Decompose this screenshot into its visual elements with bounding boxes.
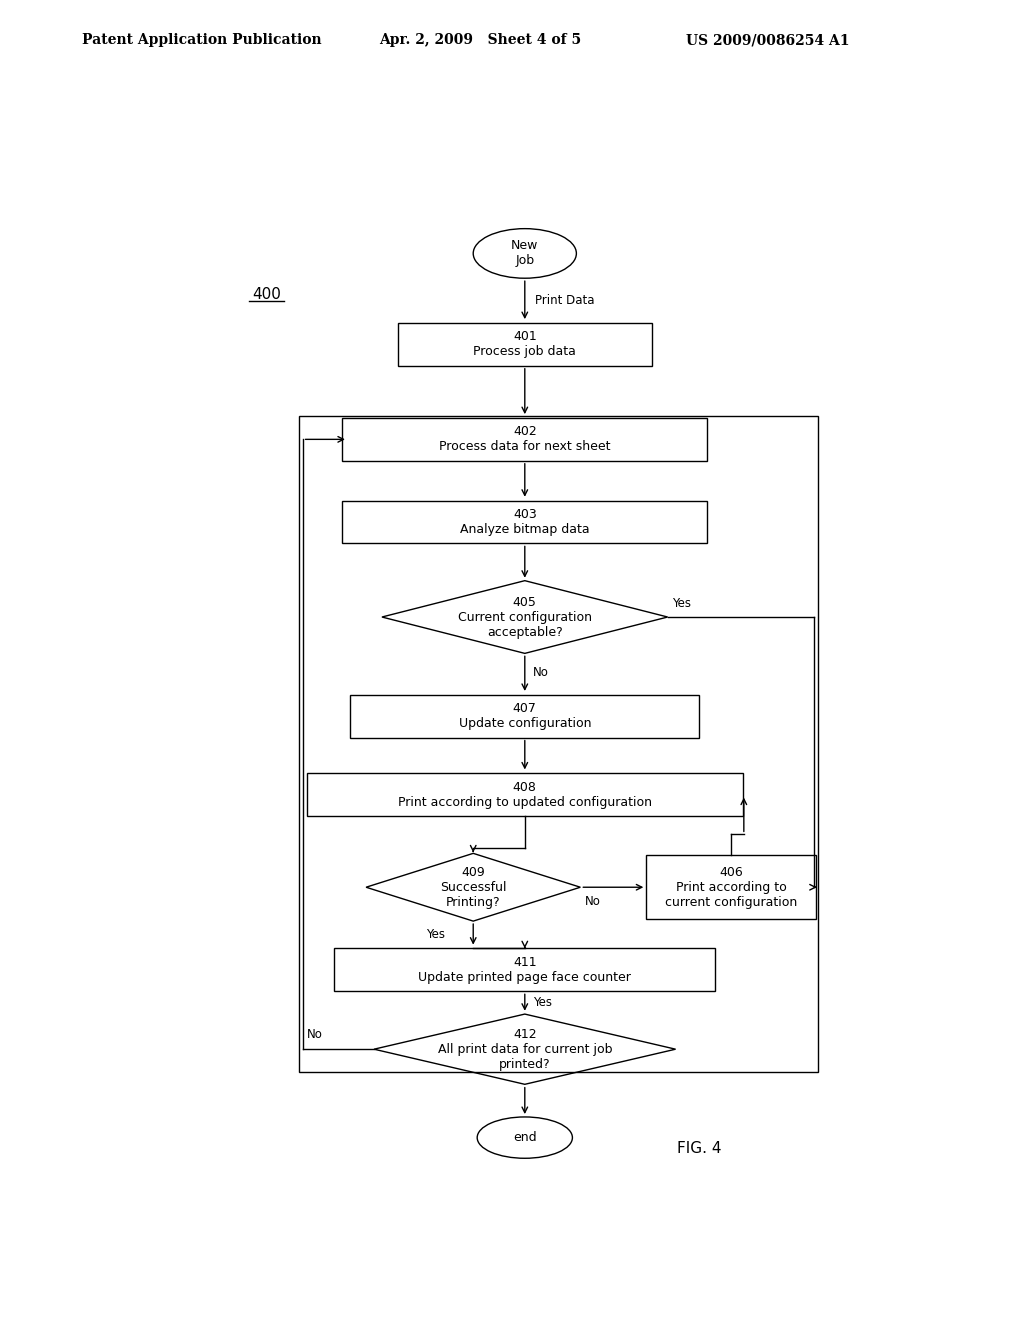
Text: 407
Update configuration: 407 Update configuration: [459, 702, 591, 730]
Text: Yes: Yes: [532, 997, 552, 1010]
Text: US 2009/0086254 A1: US 2009/0086254 A1: [686, 33, 850, 48]
Text: No: No: [306, 1028, 323, 1041]
Text: 412
All print data for current job
printed?: 412 All print data for current job print…: [437, 1028, 612, 1071]
Text: FIG. 4: FIG. 4: [677, 1140, 722, 1156]
Text: No: No: [585, 895, 601, 908]
FancyBboxPatch shape: [342, 500, 708, 544]
FancyBboxPatch shape: [334, 948, 715, 991]
FancyBboxPatch shape: [306, 774, 743, 816]
Polygon shape: [382, 581, 668, 653]
Text: 408
Print according to updated configuration: 408 Print according to updated configura…: [397, 780, 652, 809]
Text: 405
Current configuration
acceptable?: 405 Current configuration acceptable?: [458, 595, 592, 639]
Text: 403
Analyze bitmap data: 403 Analyze bitmap data: [460, 508, 590, 536]
Ellipse shape: [473, 228, 577, 279]
Text: Apr. 2, 2009   Sheet 4 of 5: Apr. 2, 2009 Sheet 4 of 5: [379, 33, 581, 48]
Ellipse shape: [477, 1117, 572, 1158]
Text: 401
Process job data: 401 Process job data: [473, 330, 577, 358]
Text: 411
Update printed page face counter: 411 Update printed page face counter: [419, 956, 631, 983]
Text: 406
Print according to
current configuration: 406 Print according to current configura…: [665, 866, 798, 908]
FancyBboxPatch shape: [350, 694, 699, 738]
Polygon shape: [374, 1014, 676, 1084]
Text: Yes: Yes: [672, 598, 690, 610]
Text: 409
Successful
Printing?: 409 Successful Printing?: [440, 866, 507, 908]
FancyBboxPatch shape: [397, 323, 651, 366]
Text: end: end: [513, 1131, 537, 1144]
FancyBboxPatch shape: [646, 855, 816, 920]
Text: 402
Process data for next sheet: 402 Process data for next sheet: [439, 425, 610, 453]
Polygon shape: [367, 853, 581, 921]
Text: Print Data: Print Data: [536, 294, 595, 308]
FancyBboxPatch shape: [342, 418, 708, 461]
Text: New
Job: New Job: [511, 239, 539, 268]
Text: 400: 400: [253, 288, 282, 302]
Text: No: No: [532, 665, 549, 678]
Text: Patent Application Publication: Patent Application Publication: [82, 33, 322, 48]
Text: Yes: Yes: [426, 928, 445, 941]
